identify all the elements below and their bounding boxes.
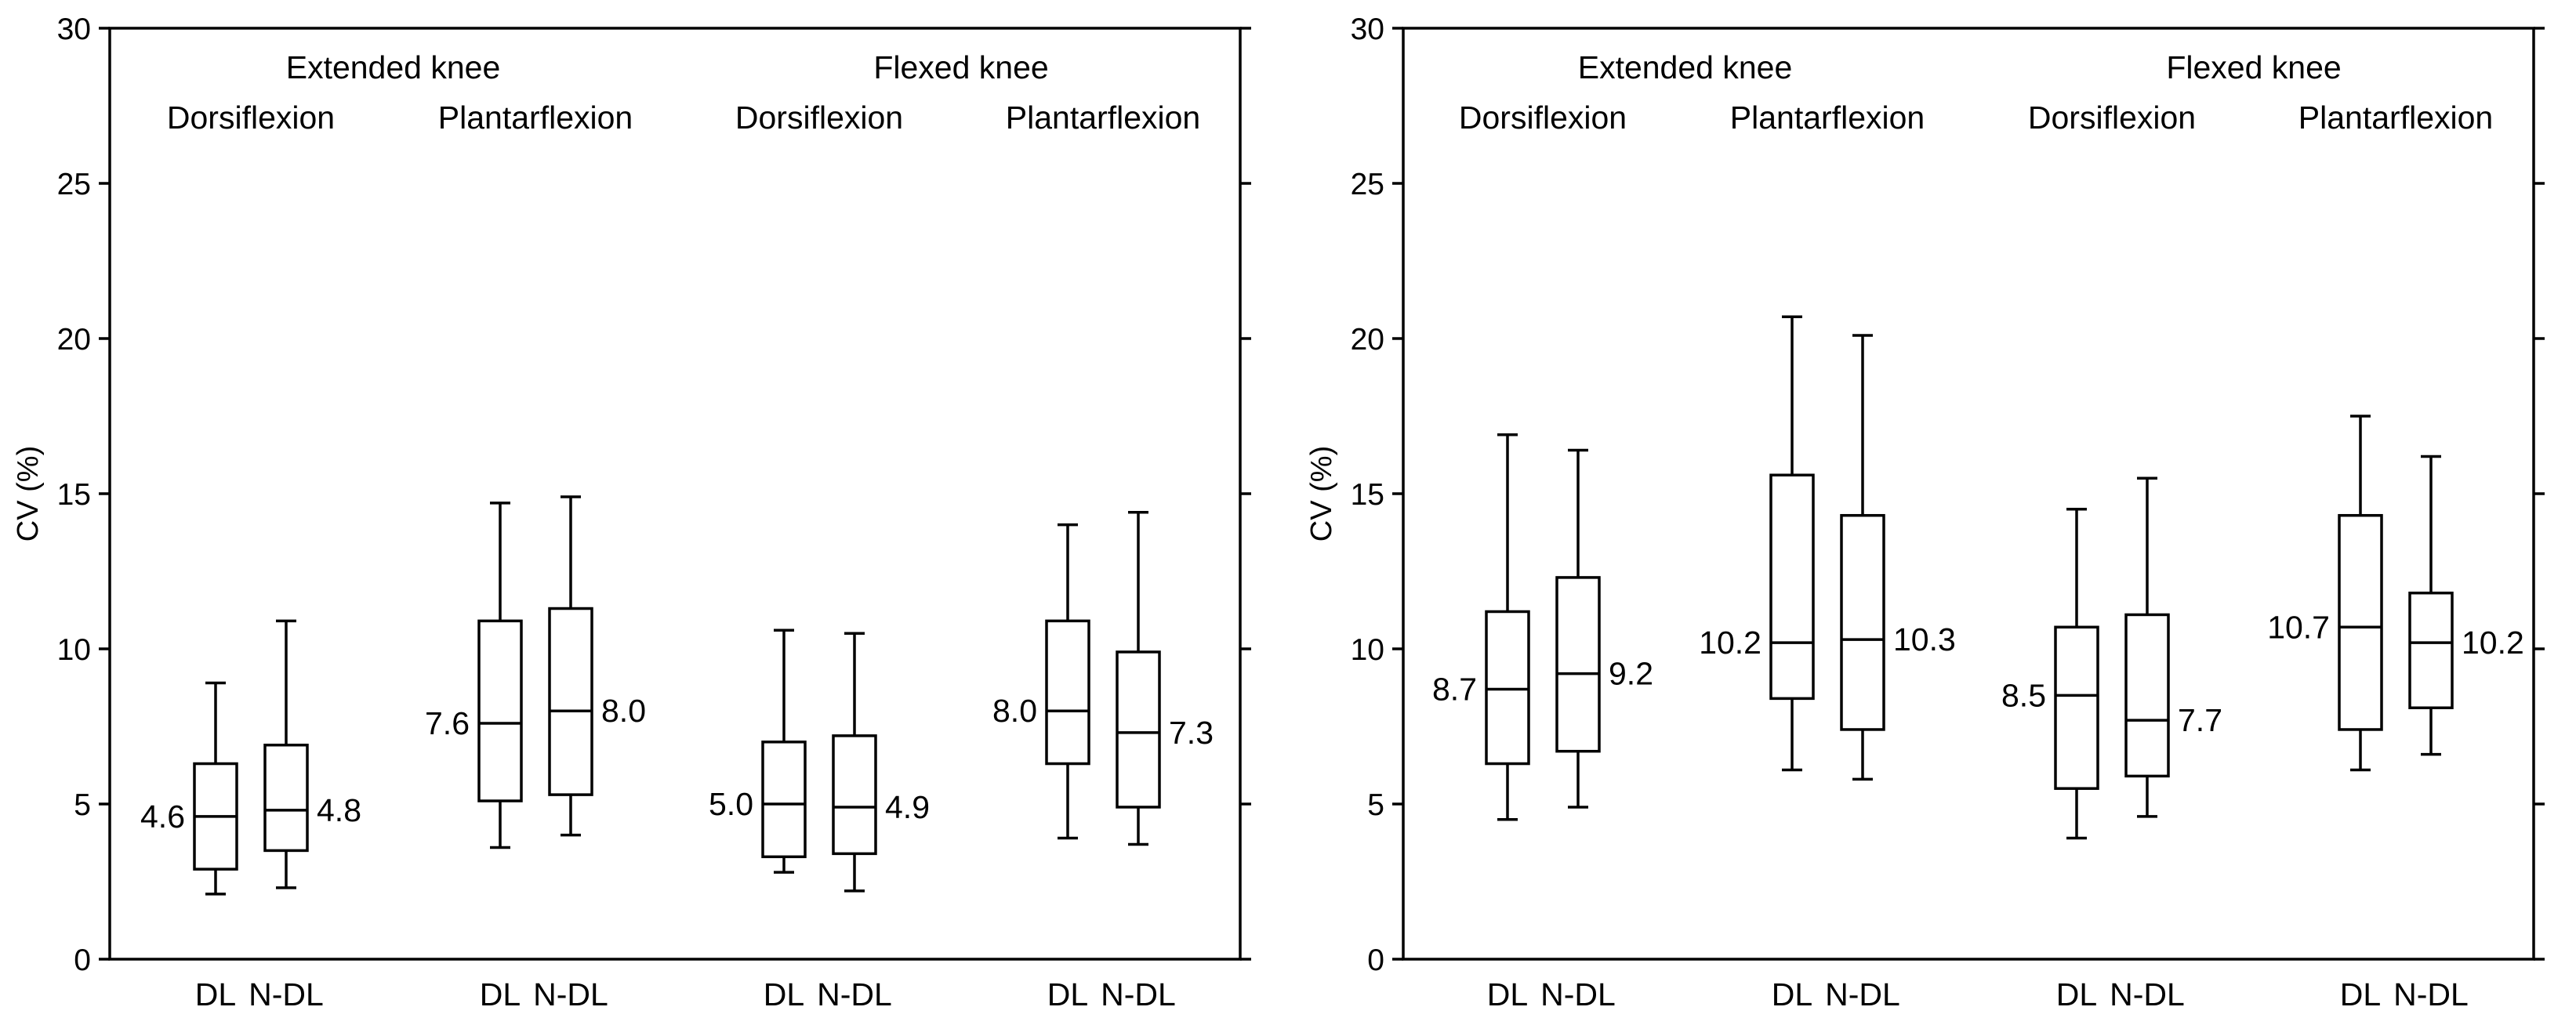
y-tick-label: 30 (1351, 13, 1384, 46)
movement-label: Dorsiflexion (167, 100, 335, 136)
box-iqr (1045, 619, 1090, 766)
x-tick-label: N-DL (817, 976, 892, 1012)
x-tick-label: DL (2340, 976, 2381, 1012)
condition-label: Flexed knee (2166, 49, 2341, 85)
median-value-label: 4.9 (885, 789, 930, 825)
median-value-label: 8.5 (2001, 677, 2046, 713)
median-value-label: 9.2 (1609, 656, 1653, 692)
x-tick-label: DL (1487, 976, 1528, 1012)
y-tick-label: 5 (74, 788, 91, 822)
x-tick-label: DL (1047, 976, 1088, 1012)
median-value-label: 8.0 (992, 693, 1037, 729)
condition-label: Extended knee (286, 49, 501, 85)
x-tick-label: N-DL (1825, 976, 1900, 1012)
y-tick-label: 20 (57, 323, 91, 357)
box-iqr (1769, 473, 1815, 701)
movement-label: Plantarflexion (2298, 100, 2493, 136)
box-iqr (263, 744, 309, 853)
x-tick-label: N-DL (1101, 976, 1176, 1012)
median-value-label: 10.2 (1699, 625, 1761, 661)
y-tick-label: 15 (57, 478, 91, 512)
box-iqr (477, 619, 523, 802)
median-value-label: 7.6 (425, 705, 470, 741)
movement-label: Plantarflexion (1730, 100, 1925, 136)
x-tick-label: DL (2056, 976, 2097, 1012)
median-value-label: 10.2 (2462, 625, 2524, 661)
y-tick-label: 15 (1351, 478, 1384, 512)
box-iqr (2338, 513, 2383, 731)
y-tick-label: 20 (1351, 323, 1384, 357)
median-value-label: 5.0 (709, 786, 753, 822)
x-tick-label: N-DL (249, 976, 324, 1012)
x-tick-label: DL (480, 976, 521, 1012)
median-value-label: 4.6 (140, 799, 185, 835)
y-tick-label: 30 (57, 13, 91, 46)
box-iqr (1555, 576, 1601, 753)
median-value-label: 10.7 (2267, 609, 2330, 645)
box-iqr (832, 734, 877, 856)
x-tick-label: N-DL (1540, 976, 1616, 1012)
y-tick-label: 5 (1367, 788, 1384, 822)
movement-label: Dorsiflexion (735, 100, 903, 136)
box-iqr (1840, 513, 1885, 731)
box-iqr (2408, 591, 2454, 709)
x-tick-label: N-DL (2110, 976, 2185, 1012)
box-iqr (2054, 625, 2099, 790)
y-tick-label: 25 (57, 168, 91, 201)
y-tick-label: 0 (1367, 944, 1384, 977)
y-tick-label: 10 (1351, 633, 1384, 667)
box-iqr (2124, 613, 2170, 778)
box-iqr (548, 607, 593, 796)
movement-label: Plantarflexion (438, 100, 633, 136)
y-axis-label: CV (%) (12, 446, 45, 541)
condition-label: Extended knee (1578, 49, 1793, 85)
x-tick-label: DL (1772, 976, 1812, 1012)
median-value-label: 7.3 (1169, 715, 1214, 751)
movement-label: Dorsiflexion (2028, 100, 2196, 136)
x-tick-label: N-DL (533, 976, 608, 1012)
box-iqr (1485, 610, 1530, 766)
median-value-label: 10.3 (1893, 621, 1956, 657)
y-tick-label: 0 (74, 944, 91, 977)
x-tick-label: DL (195, 976, 236, 1012)
movement-label: Dorsiflexion (1459, 100, 1627, 136)
movement-label: Plantarflexion (1006, 100, 1200, 136)
x-tick-label: N-DL (2393, 976, 2469, 1012)
median-value-label: 8.0 (601, 693, 646, 729)
condition-label: Flexed knee (873, 49, 1048, 85)
box-iqr (761, 741, 807, 859)
median-value-label: 4.8 (317, 792, 361, 828)
y-tick-label: 25 (1351, 168, 1384, 201)
y-axis-label: CV (%) (1305, 446, 1338, 541)
plot-frame-right (1402, 27, 2535, 961)
median-value-label: 8.7 (1432, 671, 1477, 707)
box-iqr (1116, 650, 1161, 809)
median-value-label: 7.7 (2178, 702, 2222, 738)
y-tick-label: 10 (57, 633, 91, 667)
x-tick-label: DL (764, 976, 804, 1012)
